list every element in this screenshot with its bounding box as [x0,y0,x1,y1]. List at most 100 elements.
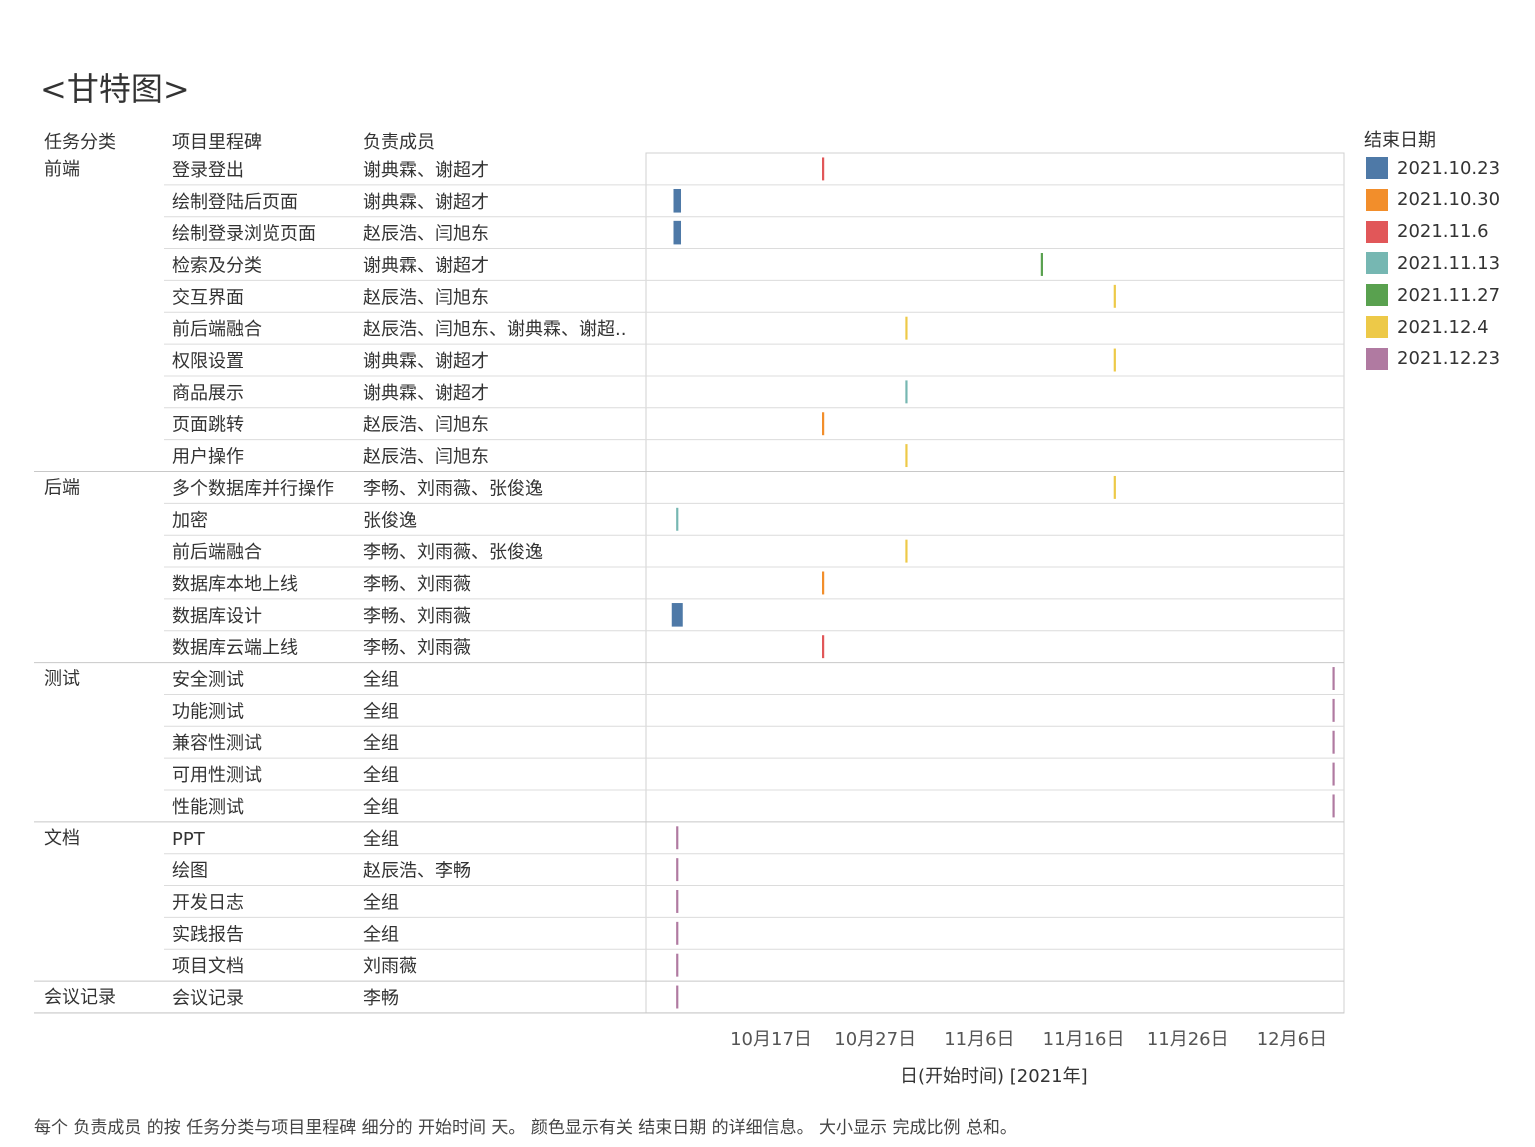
members-label: 赵辰浩、李畅 [363,861,471,882]
members-label: 全组 [363,924,399,945]
milestone-label: 绘制登陆后页面 [172,192,298,213]
members-label: 全组 [363,733,399,754]
legend-label: 2021.12.4 [1397,316,1489,338]
gantt-bar [905,444,908,468]
legend-swatch [1366,284,1388,307]
members-label: 李畅、刘雨薇 [363,574,471,595]
legend-title: 结束日期 [1364,130,1436,151]
members-label: 全组 [363,797,399,818]
x-tick-label: 12月6日 [1257,1029,1327,1050]
gantt-bar [1113,284,1116,308]
category-label: 后端 [44,478,80,499]
x-tick-label: 10月27日 [834,1029,916,1050]
members-label: 全组 [363,765,399,786]
x-tick-label: 10月17日 [730,1029,812,1050]
legend-item: 2021.11.13 [1366,251,1500,275]
members-label: 李畅、刘雨薇 [363,606,471,627]
legend-swatch [1366,347,1388,370]
milestone-label: 数据库设计 [172,606,262,627]
legend-item: 2021.11.6 [1366,220,1489,244]
gantt-bar [822,412,825,436]
members-label: 赵辰浩、闫旭东 [363,224,489,245]
category-label: 会议记录 [44,987,116,1008]
plot-frame [645,152,1345,1014]
gantt-bar [676,890,679,913]
x-axis-title: 日(开始时间) [2021年] [900,1066,1088,1087]
milestone-label: 绘制登录浏览页面 [172,224,316,245]
milestone-label: 开发日志 [172,892,244,913]
legend-swatch [1366,220,1388,243]
chart-caption: 每个 负责成员 的按 任务分类与项目里程碑 细分的 开始时间 天。 颜色显示有关… [34,1118,1017,1138]
legend-item: 2021.10.30 [1366,188,1500,212]
gantt-bar [676,985,679,1009]
members-label: 全组 [363,670,399,691]
legend-label: 2021.11.6 [1397,221,1489,243]
members-label: 李畅、刘雨薇 [363,638,471,659]
gantt-bar [671,603,683,627]
gantt-bar [676,507,679,531]
gantt-bar [905,539,908,563]
milestone-label: 用户操作 [172,447,244,468]
legend-item: 2021.12.4 [1366,315,1489,339]
legend-item: 2021.10.23 [1366,156,1500,180]
legend-item: 2021.11.27 [1366,283,1500,307]
milestone-label: 前后端融合 [172,319,262,340]
header-milestone: 项目里程碑 [172,132,262,153]
page-title: <甘特图> [40,70,190,108]
header-category: 任务分类 [44,132,116,153]
legend-label: 2021.11.13 [1397,252,1501,274]
milestone-label: 可用性测试 [172,765,262,786]
gantt-bar [1332,794,1335,818]
members-label: 李畅、刘雨薇、张俊逸 [363,542,543,563]
milestone-label: 页面跳转 [172,415,244,436]
members-label: 赵辰浩、闫旭东 [363,415,489,436]
milestone-label: 性能测试 [172,797,244,818]
gantt-bar [1040,253,1043,276]
milestone-label: 项目文档 [172,956,244,977]
legend-swatch [1366,188,1388,211]
milestone-label: 实践报告 [172,924,244,945]
gantt-bar [822,157,825,181]
gantt-bar [676,921,679,945]
members-label: 赵辰浩、闫旭东 [363,447,489,468]
milestone-label: 绘图 [172,861,208,882]
milestone-label: 数据库云端上线 [172,638,298,659]
members-label: 刘雨薇 [363,956,417,977]
gantt-bar [1332,730,1335,754]
category-label: 测试 [44,669,80,690]
gantt-bar [1113,348,1116,372]
legend-label: 2021.12.23 [1397,348,1501,370]
milestone-label: 前后端融合 [172,542,262,563]
x-tick-label: 11月6日 [944,1029,1014,1050]
milestone-label: 多个数据库并行操作 [172,478,334,499]
milestone-label: 加密 [172,510,208,531]
members-label: 谢典霖、谢超才 [363,160,489,181]
category-label: 前端 [44,159,80,180]
gantt-bar [822,571,825,595]
gantt-bar [676,826,679,850]
legend-swatch [1366,252,1388,275]
milestone-label: 权限设置 [172,351,244,372]
gantt-bar [676,858,679,882]
legend-label: 2021.11.27 [1397,284,1501,306]
milestone-label: 会议记录 [172,988,244,1009]
legend-label: 2021.10.23 [1397,157,1501,179]
x-tick-label: 11月16日 [1043,1029,1125,1050]
milestone-label: 登录登出 [172,160,244,181]
gantt-bar [1332,667,1335,690]
gantt-bar [673,220,682,245]
legend-swatch [1366,157,1388,179]
members-label: 张俊逸 [363,510,417,531]
members-label: 赵辰浩、闫旭东 [363,287,489,308]
gantt-bar [1332,698,1335,722]
category-label: 文档 [44,828,80,849]
members-label: 谢典霖、谢超才 [363,383,489,404]
milestone-label: 兼容性测试 [172,733,262,754]
legend-label: 2021.10.30 [1397,189,1501,211]
gantt-bar [1113,475,1116,499]
milestone-label: 商品展示 [172,383,244,404]
members-label: 李畅 [363,988,399,1009]
milestone-label: 交互界面 [172,287,244,308]
gantt-bar [905,380,908,404]
gantt-bar [822,635,825,659]
